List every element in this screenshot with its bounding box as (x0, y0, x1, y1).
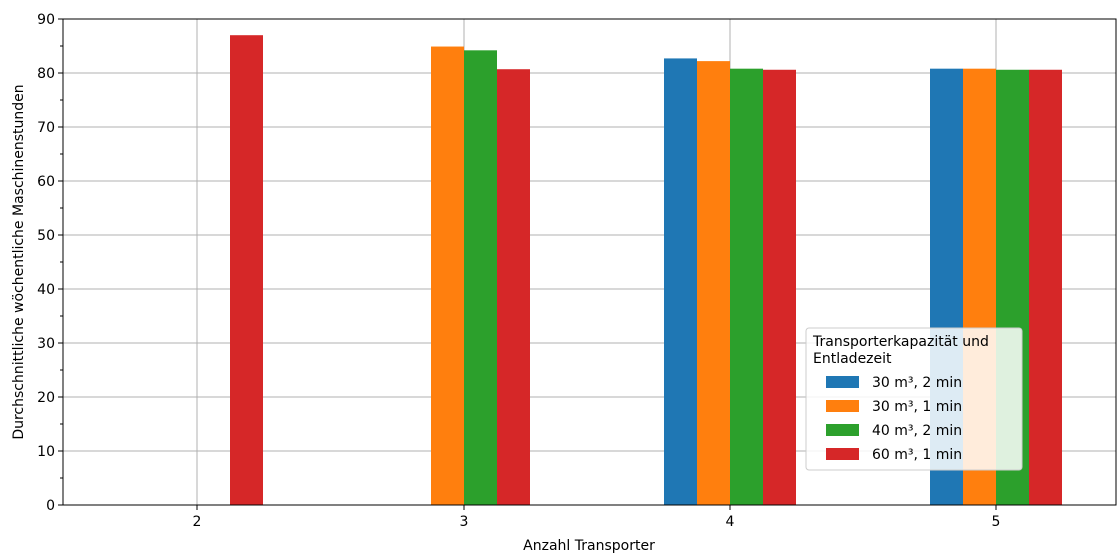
bar (464, 50, 497, 505)
legend-label: 30 m³, 1 min (872, 399, 962, 415)
y-tick-label: 60 (37, 174, 55, 190)
y-axis-label: Durchschnittliche wöchentliche Maschinen… (11, 84, 27, 439)
y-tick-label: 80 (37, 66, 55, 82)
y-tick-label: 10 (37, 444, 55, 460)
legend-swatch (826, 424, 859, 436)
legend-label: 60 m³, 1 min (872, 447, 962, 463)
y-axis-ticks: 0 10 20 30 40 50 60 70 80 90 (37, 12, 63, 514)
bar (763, 69, 796, 505)
y-tick-label: 40 (37, 282, 55, 298)
legend-title-line: Transporterkapazität und (812, 334, 989, 350)
legend-swatch (826, 376, 859, 388)
legend-box (805, 327, 1023, 471)
x-tick-label: 5 (992, 514, 1001, 530)
y-tick-label: 20 (37, 390, 55, 406)
bar (497, 69, 530, 505)
bar (431, 46, 464, 505)
bar (230, 35, 263, 505)
y-tick-label: 30 (37, 336, 55, 352)
legend-swatch (826, 400, 859, 412)
x-axis-label: Anzahl Transporter (523, 538, 655, 554)
x-tick-label: 2 (193, 514, 202, 530)
legend-title-line: Entladezeit (813, 351, 892, 367)
x-tick-label: 4 (726, 514, 735, 530)
legend-label: 40 m³, 2 min (872, 423, 962, 439)
y-tick-label: 0 (46, 498, 55, 514)
x-axis-ticks: 2 3 4 5 (193, 505, 1001, 530)
bar (664, 58, 697, 506)
x-tick-label: 3 (460, 514, 469, 530)
legend-label: 30 m³, 2 min (872, 375, 962, 391)
y-tick-label: 50 (37, 228, 55, 244)
legend-swatch (826, 448, 859, 460)
bar (1029, 69, 1062, 505)
y-tick-label: 70 (37, 120, 55, 136)
y-tick-label: 90 (37, 12, 55, 28)
bar (730, 68, 763, 506)
bar (697, 61, 730, 506)
